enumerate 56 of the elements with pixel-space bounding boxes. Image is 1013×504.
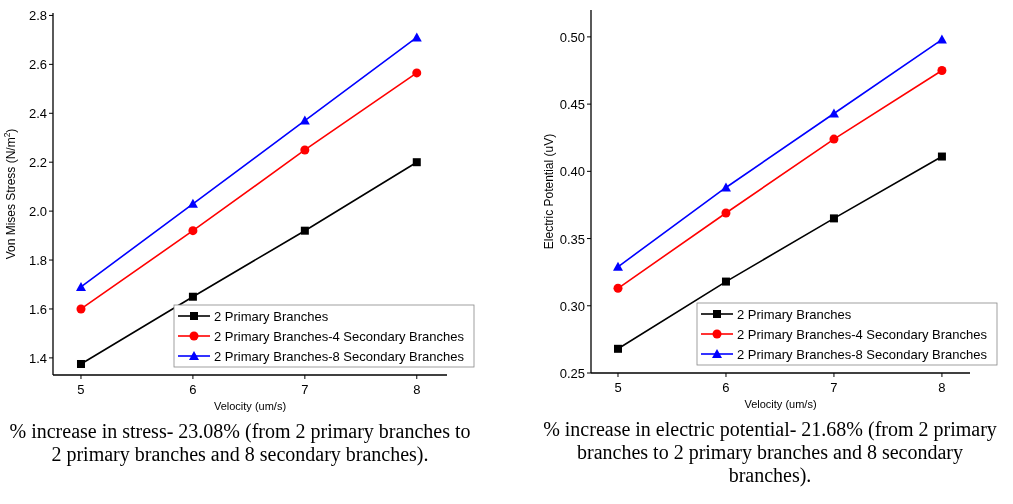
x-tick-label: 8 <box>938 380 946 395</box>
point <box>76 304 86 314</box>
y-tick-label: 1.6 <box>28 301 47 317</box>
legend-label: 2 Primary Branches <box>737 307 852 322</box>
x-tick-label: 7 <box>830 380 838 395</box>
point <box>75 281 86 291</box>
point <box>187 198 198 208</box>
legend-label: 2 Primary Branches-4 Secondary Branches <box>214 329 465 344</box>
y-tick-label: 2.8 <box>28 8 47 24</box>
text: % increase in stress- 23.08% (from 2 primary branches to 2 primary branches and 8 secondary branches). <box>9 420 471 466</box>
point <box>720 182 731 192</box>
point <box>300 145 310 155</box>
x-tick-label: 5 <box>614 380 622 395</box>
y-tick-label: 1.4 <box>28 350 47 366</box>
y-tick-label: 2.0 <box>28 204 47 220</box>
x-tick-label: 8 <box>413 382 421 397</box>
x-axis-title: Velocity (um/s) <box>213 400 287 412</box>
y-tick-label: 1.8 <box>28 253 47 269</box>
y-tick-label: 2.6 <box>28 57 47 73</box>
y-tick-label: 0.25 <box>559 366 585 381</box>
x-tick-label: 6 <box>722 380 730 395</box>
point <box>299 115 310 125</box>
x-tick-label: 7 <box>301 382 309 397</box>
point <box>829 134 839 144</box>
point <box>412 158 421 167</box>
point <box>721 208 731 218</box>
y-tick-label: 2.4 <box>28 106 47 122</box>
y-axis-title: Electric Potential (uV) <box>542 133 556 250</box>
y-tick-label: 2.2 <box>28 155 47 171</box>
point <box>936 34 947 44</box>
point <box>612 261 623 271</box>
legend-label: 2 Primary Branches-8 Secondary Branches <box>737 347 988 362</box>
legend-label: 2 Primary Branches-8 Secondary Branches <box>214 349 465 364</box>
point <box>300 226 309 235</box>
y-tick-label: 0.40 <box>559 164 585 180</box>
point <box>937 152 946 161</box>
point <box>937 66 947 75</box>
point <box>828 108 839 118</box>
point <box>412 68 422 78</box>
legend-label: 2 Primary Branches-4 Secondary Branches <box>737 327 988 342</box>
point <box>721 277 730 286</box>
legend-label: 2 Primary Branches <box>214 309 329 324</box>
point <box>188 292 197 301</box>
point <box>613 344 622 353</box>
y-tick-label: 0.35 <box>559 231 585 247</box>
y-tick-label: 0.45 <box>559 97 585 113</box>
point <box>76 359 85 368</box>
point <box>188 226 198 236</box>
point <box>613 283 623 293</box>
x-axis-title: Velocity (um/s) <box>744 398 817 410</box>
y-tick-label: 0.50 <box>559 29 585 45</box>
y-tick-label: 0.30 <box>559 298 585 314</box>
point <box>829 214 838 223</box>
x-tick-label: 6 <box>189 382 197 397</box>
text: % increase in electric potential- 21.68% (from 2 primary branches to 2 primary branches and 8 secondary branches). <box>543 418 997 487</box>
x-tick-label: 5 <box>77 382 85 397</box>
